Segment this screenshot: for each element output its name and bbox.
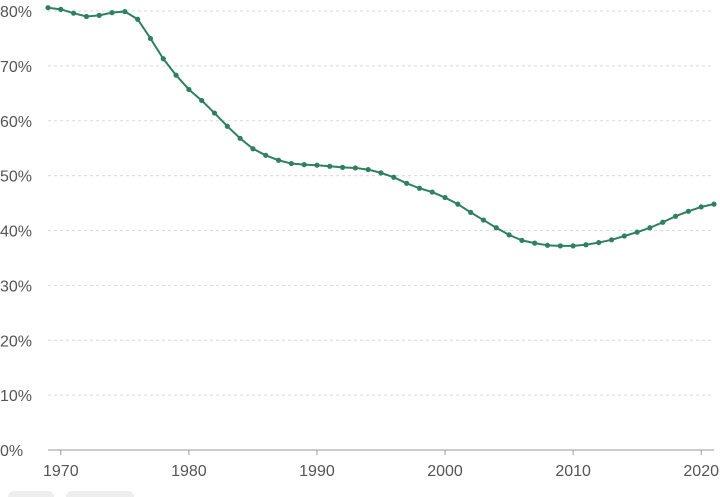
data-point[interactable] (199, 97, 205, 104)
data-point[interactable] (378, 170, 384, 176)
data-point[interactable] (275, 157, 282, 163)
x-tick-label: 2010 (555, 463, 591, 480)
data-point[interactable] (429, 189, 435, 195)
data-point[interactable] (327, 163, 333, 169)
data-point[interactable] (404, 180, 410, 186)
data-point[interactable] (583, 242, 589, 248)
x-axis: 1970 1980 1990 2000 2010 2020 (43, 449, 719, 480)
y-tick-label: 30% (0, 278, 32, 295)
data-point[interactable] (634, 229, 640, 235)
data-point[interactable] (532, 240, 538, 246)
data-point[interactable] (685, 208, 691, 214)
data-point[interactable] (211, 110, 218, 116)
x-tick-label: 2000 (427, 463, 463, 480)
data-point[interactable] (352, 165, 358, 171)
data-point[interactable] (557, 243, 563, 249)
data-point[interactable] (186, 86, 192, 93)
y-tick-label: 20% (0, 333, 32, 350)
data-point[interactable] (224, 123, 230, 129)
y-tick-label: 0% (0, 443, 23, 460)
y-tick-label: 70% (0, 59, 32, 76)
y-tick-label: 40% (0, 224, 32, 241)
data-point[interactable] (621, 233, 627, 239)
data-point[interactable] (493, 225, 499, 231)
data-point[interactable] (660, 219, 666, 225)
data-point[interactable] (250, 146, 256, 152)
y-tick-label: 80% (0, 4, 32, 21)
data-point[interactable] (83, 13, 90, 20)
data-point[interactable] (160, 56, 166, 62)
bottom-tab-left[interactable] (8, 491, 54, 497)
data-point[interactable] (301, 162, 307, 168)
data-point[interactable] (135, 16, 141, 22)
data-point[interactable] (672, 213, 679, 219)
data-point[interactable] (237, 135, 243, 141)
data-point[interactable] (96, 12, 102, 18)
y-tick-label: 10% (0, 388, 32, 405)
x-tick-label: 2020 (683, 463, 719, 480)
data-point[interactable] (468, 209, 474, 215)
gridlines (48, 10, 714, 396)
data-point[interactable] (506, 232, 512, 238)
data-point[interactable] (314, 162, 320, 168)
data-point[interactable] (109, 10, 115, 16)
data-point[interactable] (365, 166, 371, 173)
y-axis-ticks: 0% 10% 20% 30% 40% 50% 60% 70% 80% (0, 4, 32, 460)
data-point[interactable] (391, 174, 397, 180)
data-point[interactable] (596, 239, 602, 246)
data-point[interactable] (570, 243, 576, 249)
data-point[interactable] (45, 5, 51, 11)
data-point[interactable] (122, 8, 128, 15)
data-point[interactable] (455, 201, 461, 207)
data-point[interactable] (288, 160, 294, 167)
data-point[interactable] (698, 204, 704, 210)
x-tick-label: 1980 (171, 463, 207, 480)
data-point[interactable] (71, 10, 77, 16)
data-point[interactable] (58, 6, 64, 12)
y-tick-label: 50% (0, 169, 32, 186)
data-point[interactable] (339, 164, 346, 170)
y-tick-label: 60% (0, 114, 32, 131)
series-line (47, 6, 715, 247)
data-point[interactable] (544, 242, 551, 248)
series (45, 5, 717, 249)
data-point[interactable] (173, 72, 179, 78)
data-point[interactable] (416, 185, 423, 191)
x-tick-label: 1990 (299, 463, 335, 480)
bottom-tab-right[interactable] (66, 491, 134, 497)
data-point[interactable] (263, 152, 269, 158)
data-point[interactable] (519, 237, 525, 243)
x-tick-label: 1970 (43, 463, 79, 480)
data-point[interactable] (711, 201, 717, 207)
data-point[interactable] (480, 217, 487, 223)
data-point[interactable] (608, 237, 615, 243)
data-point[interactable] (442, 194, 448, 201)
data-point[interactable] (147, 35, 154, 42)
data-point[interactable] (647, 225, 653, 231)
